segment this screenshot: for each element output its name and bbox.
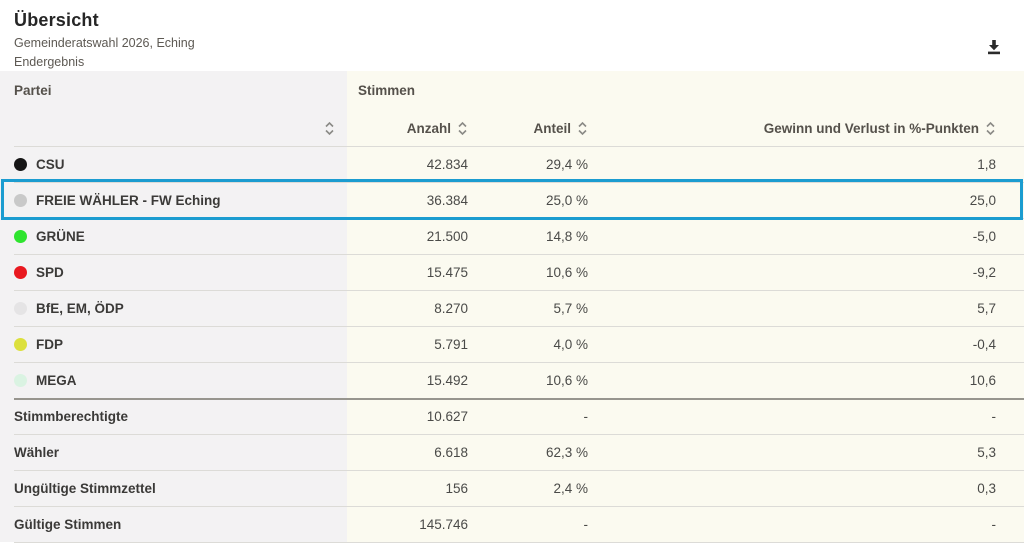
gewinn-verlust-value: -0,4	[598, 326, 1024, 362]
column-header-gewinn-verlust[interactable]: Gewinn und Verlust in %-Punkten	[598, 110, 1024, 146]
gewinn-verlust-value: -	[598, 506, 1024, 542]
table-row-waehler[interactable]: Wähler 6.618 62,3 % 5,3	[0, 434, 1024, 470]
column-header-anzahl[interactable]: Anzahl	[347, 110, 478, 146]
party-color-dot	[14, 193, 27, 207]
table-row-ungueltige-stimmzettel[interactable]: Ungültige Stimmzettel 156 2,4 % 0,3	[0, 470, 1024, 506]
party-color-dot	[14, 265, 27, 279]
anteil-value: -	[478, 398, 598, 434]
anteil-value: 10,6 %	[478, 362, 598, 398]
summary-label: Stimmberechtigte	[14, 408, 129, 424]
page-header: Übersicht Gemeinderatswahl 2026, Eching …	[14, 10, 195, 69]
anteil-value: 62,3 %	[478, 434, 598, 470]
gewinn-verlust-value: -9,2	[598, 254, 1024, 290]
table-row-bfe-em-oedp[interactable]: BfE, EM, ÖDP 8.270 5,7 % 5,7	[0, 290, 1024, 326]
anzahl-value: 145.746	[347, 506, 478, 542]
table-row-gruene[interactable]: GRÜNE 21.500 14,8 % -5,0	[0, 218, 1024, 254]
anteil-value: 14,8 %	[478, 218, 598, 254]
gewinn-verlust-value: 5,3	[598, 434, 1024, 470]
summary-label: Wähler	[14, 444, 60, 460]
anteil-value: 10,6 %	[478, 254, 598, 290]
gewinn-verlust-value: 1,8	[598, 146, 1024, 182]
table-row-freie-waehler-selected[interactable]: FREIE WÄHLER - FW Eching 36.384 25,0 % 2…	[0, 179, 1024, 220]
download-icon	[984, 37, 1004, 57]
sort-chevrons-icon[interactable]	[324, 121, 335, 136]
table-row-csu[interactable]: CSU 42.834 29,4 % 1,8	[0, 146, 1024, 182]
party-name: SPD	[36, 264, 64, 280]
anteil-value: 25,0 %	[478, 182, 598, 218]
table-group-header-row: Partei Stimmen	[0, 71, 1024, 110]
party-name: CSU	[36, 156, 65, 172]
gewinn-verlust-value: -5,0	[598, 218, 1024, 254]
party-color-dot	[14, 337, 27, 351]
party-name: FDP	[36, 336, 63, 352]
party-name: GRÜNE	[36, 228, 85, 244]
sort-chevrons-icon[interactable]	[577, 121, 588, 136]
table-bottom-border	[0, 542, 1024, 543]
column-header-partei[interactable]	[0, 110, 347, 146]
column-group-stimmen: Stimmen	[358, 83, 416, 98]
table-row-gueltige-stimmen[interactable]: Gültige Stimmen 145.746 - -	[0, 506, 1024, 542]
column-group-partei: Partei	[14, 83, 52, 98]
anzahl-value: 6.618	[347, 434, 478, 470]
anteil-value: 2,4 %	[478, 470, 598, 506]
anteil-value: 5,7 %	[478, 290, 598, 326]
summary-label: Gültige Stimmen	[14, 516, 122, 532]
anteil-value: -	[478, 506, 598, 542]
anzahl-value: 5.791	[347, 326, 478, 362]
party-name: FREIE WÄHLER - FW Eching	[36, 192, 221, 208]
gewinn-verlust-value: -	[598, 398, 1024, 434]
anzahl-value: 156	[347, 470, 478, 506]
anzahl-value: 36.384	[347, 182, 478, 218]
party-color-dot	[14, 157, 27, 171]
result-status: Endergebnis	[14, 55, 85, 69]
party-name: BfE, EM, ÖDP	[36, 300, 124, 316]
anzahl-value: 15.475	[347, 254, 478, 290]
table-row-stimmberechtigte[interactable]: Stimmberechtigte 10.627 - -	[0, 398, 1024, 434]
anzahl-value: 10.627	[347, 398, 478, 434]
table-column-header-row: Anzahl Anteil Gewinn und Verlust in %-Pu…	[0, 110, 1024, 146]
gewinn-verlust-value: 10,6	[598, 362, 1024, 398]
table-row-mega[interactable]: MEGA 15.492 10,6 % 10,6	[0, 362, 1024, 398]
anzahl-value: 21.500	[347, 218, 478, 254]
gewinn-verlust-value: 5,7	[598, 290, 1024, 326]
gewinn-verlust-value: 0,3	[598, 470, 1024, 506]
anzahl-value: 15.492	[347, 362, 478, 398]
download-button[interactable]	[981, 34, 1007, 60]
table-row-fdp[interactable]: FDP 5.791 4,0 % -0,4	[0, 326, 1024, 362]
election-name: Gemeinderatswahl 2026, Eching	[14, 36, 195, 50]
party-color-dot	[14, 301, 27, 315]
page-title: Übersicht	[14, 10, 99, 30]
party-name: MEGA	[36, 372, 77, 388]
anzahl-value: 8.270	[347, 290, 478, 326]
sort-chevrons-icon[interactable]	[457, 121, 468, 136]
anteil-value: 29,4 %	[478, 146, 598, 182]
sort-chevrons-icon[interactable]	[985, 121, 996, 136]
column-header-anteil[interactable]: Anteil	[478, 110, 598, 146]
anzahl-value: 42.834	[347, 146, 478, 182]
summary-label: Ungültige Stimmzettel	[14, 480, 156, 496]
results-table: Partei Stimmen Anzahl Anteil	[0, 71, 1024, 543]
party-color-dot	[14, 229, 27, 243]
anteil-value: 4,0 %	[478, 326, 598, 362]
party-color-dot	[14, 373, 27, 387]
gewinn-verlust-value: 25,0	[598, 182, 1024, 218]
table-row-spd[interactable]: SPD 15.475 10,6 % -9,2	[0, 254, 1024, 290]
